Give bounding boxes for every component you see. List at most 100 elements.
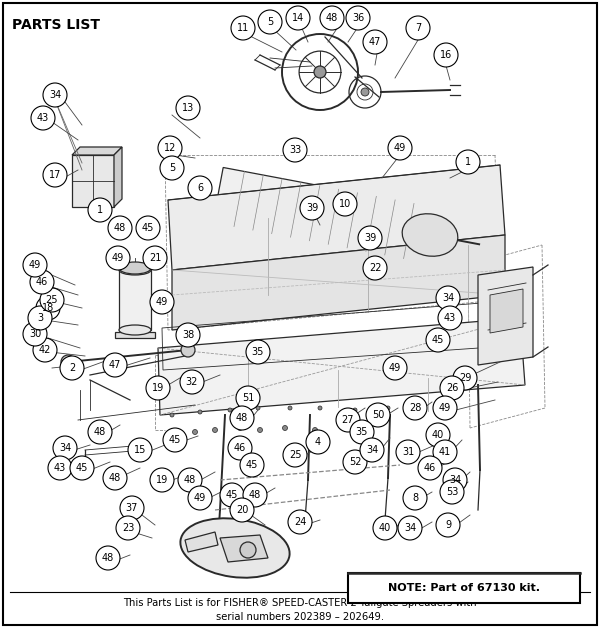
- Text: 48: 48: [94, 427, 106, 437]
- Text: 25: 25: [289, 450, 301, 460]
- Circle shape: [403, 486, 427, 510]
- Circle shape: [33, 338, 57, 362]
- Text: 35: 35: [356, 427, 368, 437]
- Text: This Parts List is for FISHER® SPEED-CASTER 2 Tailgate Spreaders with: This Parts List is for FISHER® SPEED-CAS…: [123, 598, 477, 608]
- Circle shape: [23, 322, 47, 346]
- Circle shape: [361, 88, 369, 96]
- Circle shape: [318, 406, 322, 410]
- Text: 48: 48: [236, 413, 248, 423]
- Text: 49: 49: [194, 493, 206, 503]
- Polygon shape: [115, 332, 155, 338]
- Bar: [348, 573, 580, 603]
- Text: serial numbers 202389 – 202649.: serial numbers 202389 – 202649.: [216, 612, 384, 622]
- Circle shape: [96, 546, 120, 570]
- Circle shape: [350, 420, 374, 444]
- Text: 48: 48: [102, 553, 114, 563]
- Circle shape: [106, 246, 130, 270]
- Circle shape: [31, 106, 55, 130]
- Circle shape: [160, 156, 184, 180]
- Text: 26: 26: [446, 383, 458, 393]
- Circle shape: [363, 256, 387, 280]
- Circle shape: [436, 513, 460, 537]
- Circle shape: [426, 328, 450, 352]
- Ellipse shape: [402, 214, 458, 256]
- Circle shape: [180, 370, 204, 394]
- Text: 34: 34: [449, 475, 461, 485]
- Circle shape: [243, 483, 267, 507]
- Circle shape: [103, 466, 127, 490]
- Circle shape: [220, 483, 244, 507]
- Text: 3: 3: [37, 313, 43, 323]
- Circle shape: [456, 150, 480, 174]
- Circle shape: [88, 198, 112, 222]
- Text: 48: 48: [109, 473, 121, 483]
- Circle shape: [128, 438, 152, 462]
- Text: 39: 39: [306, 203, 318, 213]
- Text: 30: 30: [29, 329, 41, 339]
- Circle shape: [360, 438, 384, 462]
- Circle shape: [198, 410, 202, 414]
- Circle shape: [43, 83, 67, 107]
- Text: 12: 12: [164, 143, 176, 153]
- Polygon shape: [72, 147, 122, 155]
- Circle shape: [108, 216, 132, 240]
- Circle shape: [240, 542, 256, 558]
- Circle shape: [53, 436, 77, 460]
- Polygon shape: [114, 147, 122, 207]
- Circle shape: [48, 456, 72, 480]
- Text: PARTS LIST: PARTS LIST: [12, 18, 100, 32]
- Circle shape: [212, 428, 218, 433]
- Circle shape: [228, 436, 252, 460]
- Circle shape: [257, 428, 263, 433]
- Text: 34: 34: [442, 293, 454, 303]
- Text: 38: 38: [182, 330, 194, 340]
- Circle shape: [146, 376, 170, 400]
- Circle shape: [88, 420, 112, 444]
- Circle shape: [238, 426, 242, 431]
- Text: 45: 45: [169, 435, 181, 445]
- Circle shape: [343, 450, 367, 474]
- Circle shape: [288, 406, 292, 410]
- Text: 51: 51: [242, 393, 254, 403]
- Circle shape: [426, 423, 450, 447]
- Circle shape: [433, 440, 457, 464]
- Circle shape: [246, 340, 270, 364]
- Circle shape: [236, 386, 260, 410]
- Circle shape: [188, 176, 212, 200]
- Text: 33: 33: [289, 145, 301, 155]
- Circle shape: [440, 480, 464, 504]
- Text: 21: 21: [149, 253, 161, 263]
- Circle shape: [30, 270, 54, 294]
- Text: 35: 35: [252, 347, 264, 357]
- Polygon shape: [158, 318, 525, 415]
- Text: 49: 49: [156, 297, 168, 307]
- Circle shape: [363, 30, 387, 54]
- Text: 34: 34: [49, 90, 61, 100]
- Text: 49: 49: [29, 260, 41, 270]
- Ellipse shape: [119, 265, 151, 275]
- Circle shape: [181, 343, 195, 357]
- Circle shape: [450, 403, 454, 407]
- Text: 24: 24: [294, 517, 306, 527]
- Text: 46: 46: [234, 443, 246, 453]
- Circle shape: [103, 353, 127, 377]
- Circle shape: [28, 306, 52, 330]
- Circle shape: [176, 96, 200, 120]
- Text: NOTE: Part of 67130 kit.: NOTE: Part of 67130 kit.: [388, 583, 540, 593]
- Text: 52: 52: [349, 457, 361, 467]
- Text: 4: 4: [315, 437, 321, 447]
- Text: 25: 25: [46, 295, 58, 305]
- Text: 49: 49: [112, 253, 124, 263]
- Circle shape: [418, 456, 442, 480]
- Polygon shape: [220, 535, 268, 562]
- Circle shape: [60, 356, 84, 380]
- Text: 32: 32: [186, 377, 198, 387]
- Text: 29: 29: [459, 373, 471, 383]
- Text: 1: 1: [465, 157, 471, 167]
- Text: 20: 20: [236, 505, 248, 515]
- Text: 15: 15: [134, 445, 146, 455]
- Circle shape: [403, 396, 427, 420]
- Ellipse shape: [181, 518, 290, 578]
- Text: 37: 37: [126, 503, 138, 513]
- Circle shape: [386, 406, 390, 410]
